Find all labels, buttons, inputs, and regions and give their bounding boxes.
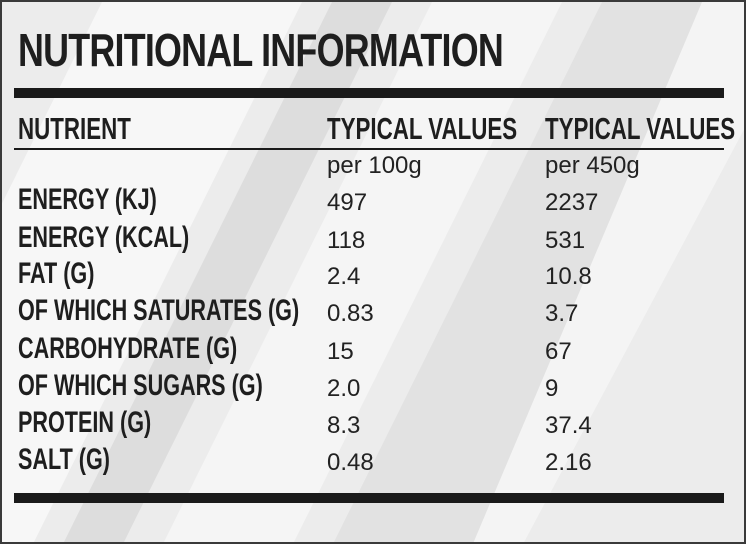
value-per-450g: 2237 — [545, 189, 599, 216]
value-per-450g: 10.8 — [545, 263, 592, 290]
value-per-100g: 118 — [327, 227, 366, 254]
row-label: OF WHICH SUGARS (G) — [18, 369, 263, 402]
value-per-100g: 0.83 — [327, 300, 374, 327]
row-label: OF WHICH SATURATES (G) — [18, 294, 300, 327]
value-per-100g: 15 — [327, 338, 354, 365]
value-per-100g: 2.0 — [327, 375, 361, 402]
value-per-450g: 3.7 — [545, 300, 579, 327]
value-per-100g: 0.48 — [327, 449, 374, 476]
header-typical-values-450g: TYPICAL VALUES — [545, 111, 736, 146]
value-per-100g: 8.3 — [327, 412, 361, 439]
bottom-rule — [14, 493, 724, 503]
header-rule — [14, 148, 724, 150]
value-per-450g: 2.16 — [545, 449, 592, 476]
row-label: PROTEIN (G) — [18, 406, 152, 439]
row-label: ENERGY (KCAL) — [18, 221, 190, 254]
row-label: SALT (G) — [18, 443, 110, 476]
header-typical-values-100g: TYPICAL VALUES — [327, 111, 518, 146]
top-rule — [14, 88, 724, 98]
value-per-450g: 9 — [545, 375, 559, 402]
row-label: FAT (G) — [18, 257, 95, 290]
row-label: CARBOHYDRATE (G) — [18, 332, 238, 365]
value-per-450g: 37.4 — [545, 412, 592, 439]
value-per-450g: 531 — [545, 227, 586, 254]
value-per-100g: 2.4 — [327, 263, 361, 290]
value-per-100g: 497 — [327, 189, 368, 216]
value-per-450g: 67 — [545, 338, 572, 365]
row-label: ENERGY (KJ) — [18, 183, 157, 216]
unit-per-450g: per 450g — [545, 152, 640, 179]
header-nutrient: NUTRIENT — [18, 111, 131, 146]
page-title: NUTRITIONAL INFORMATION — [18, 24, 504, 76]
unit-per-100g: per 100g — [327, 152, 422, 179]
